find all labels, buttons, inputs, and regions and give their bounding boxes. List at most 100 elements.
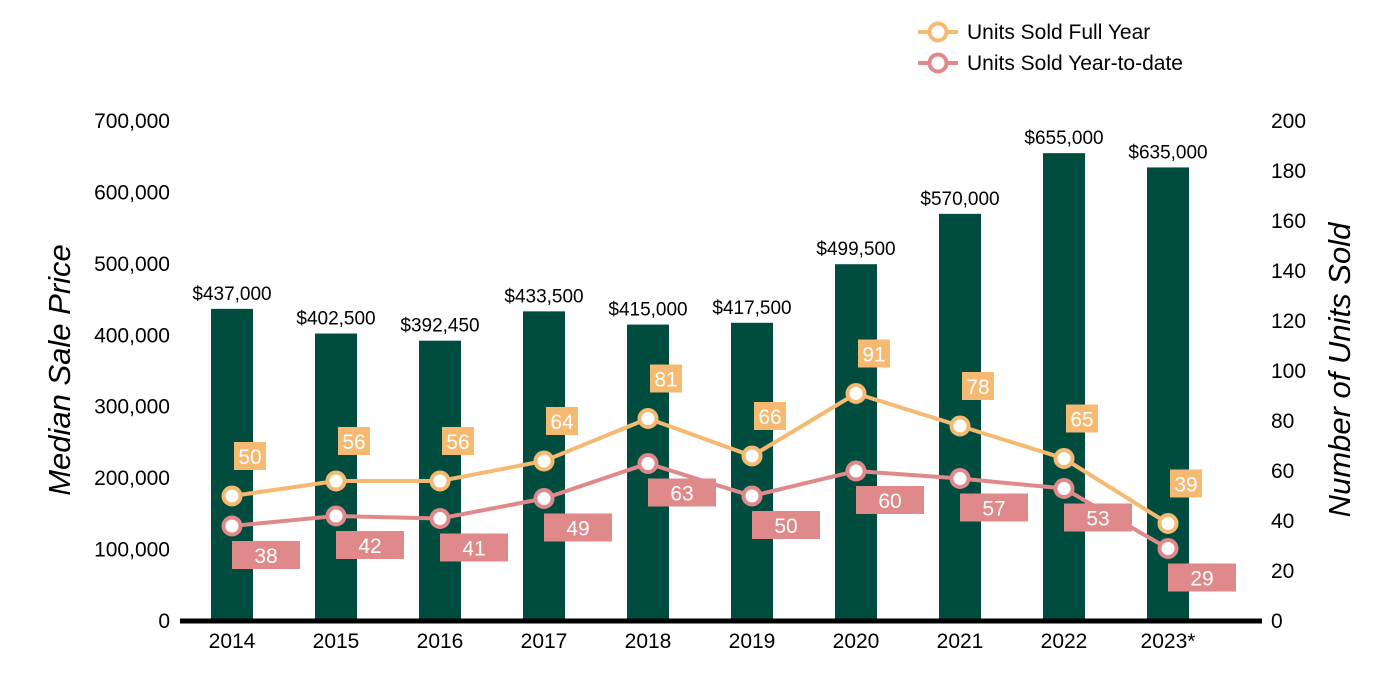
bar	[1043, 153, 1085, 621]
series-point	[741, 445, 763, 467]
y-tick-label: 100,000	[94, 539, 170, 562]
point-label: 49	[566, 518, 589, 541]
x-tick-label: 2019	[729, 630, 776, 653]
point-label-box	[336, 531, 404, 559]
x-tick-label: 2023*	[1141, 630, 1196, 653]
y2-tick-label: 0	[1271, 610, 1283, 633]
point-label: 60	[878, 490, 901, 513]
point-label-box	[546, 407, 578, 435]
point-label: 56	[342, 431, 365, 454]
point-label: 53	[1086, 508, 1109, 531]
series-point	[741, 485, 763, 507]
series-point	[1157, 538, 1179, 559]
bar-data-label: $655,000	[1024, 128, 1103, 149]
x-tick-label: 2017	[521, 630, 568, 653]
y2-tick-label: 100	[1271, 360, 1306, 383]
y2-tick-label: 140	[1271, 260, 1306, 283]
point-label-box	[856, 486, 924, 514]
point-label: 66	[758, 406, 781, 429]
point-label-box	[752, 511, 820, 539]
legend-swatch-marker	[927, 52, 949, 74]
y-axis-title: Median Sale Price	[42, 244, 77, 496]
series-line	[231, 391, 1170, 526]
point-label: 29	[1190, 568, 1213, 591]
point-label-box	[650, 364, 682, 393]
point-label: 56	[446, 431, 469, 454]
y2-tick-label: 160	[1271, 210, 1306, 233]
point-label-box	[440, 533, 508, 562]
x-tick-label: 2015	[313, 630, 360, 653]
point-label: 50	[238, 446, 261, 469]
point-label-box	[1168, 563, 1236, 592]
y-tick-label: 500,000	[94, 253, 170, 276]
series-point	[221, 485, 243, 507]
bar-data-label: $437,000	[192, 284, 271, 305]
series-point	[325, 505, 347, 527]
y2-tick-label: 40	[1271, 510, 1294, 533]
y-tick-label: 0	[158, 610, 170, 633]
legend-label: Units Sold Full Year	[967, 21, 1150, 44]
axes-group: 0 100,000 200,000 300,000 400,000 500,000 600,…	[94, 110, 1306, 653]
y2-axis-title: Number of Units Sold	[1322, 221, 1357, 517]
series-point	[845, 460, 867, 482]
x-tick-label: 2014	[209, 630, 256, 653]
legend-swatch-marker	[927, 21, 949, 43]
point-label-box	[442, 427, 474, 455]
y2-tick-label: 20	[1271, 560, 1294, 583]
bar-data-label: $402,500	[296, 309, 375, 330]
point-label-box	[544, 513, 612, 542]
series-point	[533, 450, 555, 472]
point-label: 81	[654, 369, 677, 392]
series-point	[637, 453, 659, 474]
x-tick-label: 2016	[417, 630, 464, 653]
y2-tick-label: 60	[1271, 460, 1294, 483]
y2-tick-label: 80	[1271, 410, 1294, 433]
series-point	[1157, 513, 1179, 534]
point-label-box	[1064, 503, 1132, 532]
point-label-box	[962, 372, 994, 400]
point-label-box	[338, 427, 370, 455]
x-tick-label: 2018	[625, 630, 672, 653]
bars-group: $437,000 $402,500 $392,450 $433,500 $415,000…	[192, 128, 1208, 621]
series-point	[949, 468, 971, 489]
point-label-box	[234, 442, 266, 470]
bar-data-label: $635,000	[1128, 142, 1207, 163]
bar-data-label: $570,000	[920, 189, 999, 210]
point-label-box	[1170, 469, 1202, 498]
y2-tick-label: 200	[1271, 110, 1306, 133]
legend-label: Units Sold Year-to-date	[967, 52, 1183, 75]
point-label-box	[858, 339, 890, 368]
series-point	[429, 470, 451, 492]
y-tick-label: 400,000	[94, 324, 170, 347]
bar	[731, 322, 773, 621]
point-label: 63	[670, 483, 693, 506]
y2-tick-label: 120	[1271, 310, 1306, 333]
x-tick-label: 2020	[833, 630, 880, 653]
y-tick-label: 700,000	[94, 110, 170, 133]
y-tick-label: 300,000	[94, 396, 170, 419]
series-point	[949, 415, 971, 437]
series-point	[1053, 478, 1075, 499]
point-label-box	[232, 541, 300, 569]
point-label-box	[648, 478, 716, 507]
point-label: 64	[550, 411, 574, 434]
point-label: 41	[462, 538, 485, 561]
series-point	[1053, 448, 1075, 469]
series-point	[429, 508, 451, 529]
point-label: 65	[1070, 409, 1093, 432]
point-label: 78	[966, 376, 989, 399]
series-point	[221, 515, 243, 537]
bar-data-label: $433,500	[504, 286, 583, 307]
lines-group: 50 56 56 64 81 66 91 78 65 39 38 42 41 49 63 50 60 57 53 29	[221, 339, 1236, 592]
x-tick-label: 2021	[937, 630, 984, 653]
point-label-box	[960, 493, 1028, 522]
series-point	[533, 488, 555, 509]
series-point	[325, 470, 347, 492]
point-label: 42	[358, 535, 381, 558]
y2-tick-label: 180	[1271, 160, 1306, 183]
series-point	[637, 408, 659, 429]
point-label-box	[754, 402, 786, 430]
point-label: 50	[774, 515, 797, 538]
point-label-box	[1066, 404, 1098, 433]
